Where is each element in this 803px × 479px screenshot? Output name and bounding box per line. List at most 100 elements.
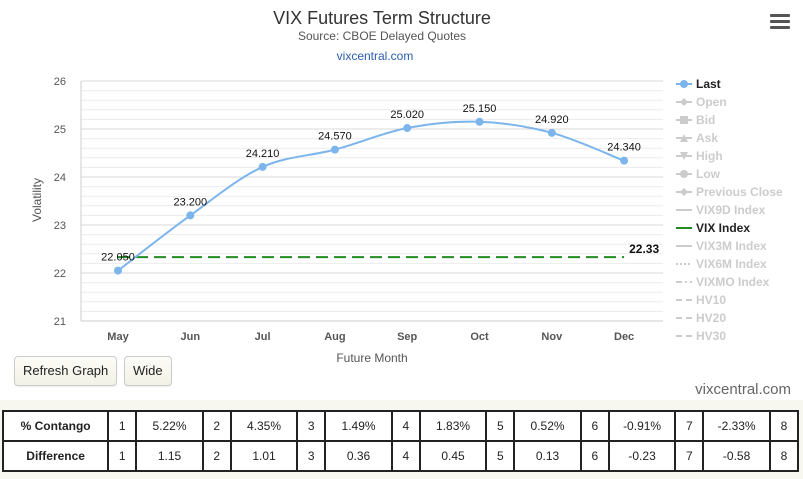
grid-lines	[81, 80, 663, 322]
refresh-graph-button[interactable]: Refresh Graph	[14, 356, 118, 386]
month-index-cell: 4	[390, 410, 421, 442]
legend-item[interactable]: VIX3M Index	[676, 239, 767, 253]
last-series-point[interactable]	[475, 117, 484, 126]
legend-label: VIXMO Index	[696, 275, 770, 289]
axes: 21 22 23 24 25 26 May Jun Jul Aug Sep Oct Nov Dec	[54, 76, 663, 343]
last-series-point[interactable]	[258, 162, 267, 171]
month-index-cell: 5	[485, 440, 516, 472]
watermark: vixcentral.com	[695, 381, 791, 398]
value-cell: -0.58	[702, 440, 771, 472]
month-index-cell: 1	[107, 410, 138, 442]
value-cell: 0.36	[324, 440, 393, 472]
row-label: % Contango	[1, 410, 110, 442]
last-series-point[interactable]	[330, 145, 339, 154]
legend-label: Ask	[696, 131, 718, 145]
data-label: 22.050	[101, 252, 135, 264]
x-axis-label: Future Month	[336, 351, 407, 365]
data-label: 24.920	[535, 114, 569, 126]
value-cell: -0.23	[607, 440, 677, 472]
legend-label: HV20	[696, 311, 726, 325]
last-series-point[interactable]	[114, 266, 122, 275]
chart-credit[interactable]: vixcentral.com	[337, 49, 414, 63]
month-index-cell: 5	[485, 410, 516, 442]
x-tick-label: Sep	[397, 331, 417, 343]
legend-label: VIX3M Index	[696, 239, 767, 253]
term-structure-chart: VIX Futures Term Structure Source: CBOE …	[30, 8, 783, 365]
legend-label: VIX6M Index	[696, 257, 767, 271]
legend-item[interactable]: Low	[676, 167, 721, 181]
legend-item[interactable]: Last	[676, 77, 721, 91]
value-cell: 1.15	[135, 440, 204, 472]
month-index-cell: 2	[201, 410, 232, 442]
legend-item[interactable]: HV30	[676, 329, 726, 343]
legend-item[interactable]: Ask	[676, 131, 718, 145]
last-series-point[interactable]	[403, 124, 412, 133]
y-tick-label: 26	[54, 76, 66, 88]
legend-item[interactable]: VIX Index	[676, 221, 750, 235]
legend-label: HV30	[696, 329, 726, 343]
y-tick-label: 24	[54, 172, 66, 184]
table-row: % Contango 1 5.22% 2 4.35% 3 1.49% 4 1.83% 5 0.52%…	[1, 410, 800, 442]
chart-area: VIX Futures Term Structure Source: CBOE …	[14, 8, 791, 398]
value-cell: -2.33%	[702, 410, 771, 442]
legend-marker	[680, 188, 688, 196]
month-index-cell: 3	[296, 440, 327, 472]
legend-marker	[680, 134, 688, 142]
value-cell: 0.13	[513, 440, 582, 472]
menu-icon[interactable]	[770, 14, 790, 30]
row-label: Difference	[1, 440, 110, 472]
y-tick-label: 22	[54, 268, 66, 280]
legend-marker	[680, 152, 688, 160]
legend-item[interactable]: HV20	[676, 311, 726, 325]
month-index-cell: 3	[296, 410, 327, 442]
menu-bar	[770, 14, 790, 17]
value-cell: 0.52%	[513, 410, 582, 442]
value-cell: 4.35%	[229, 410, 299, 442]
y-axis-label: Volatility	[30, 178, 44, 222]
x-tick-label: Jul	[255, 331, 271, 343]
data-label: 25.020	[390, 109, 424, 121]
legend-item[interactable]: Bid	[676, 113, 715, 127]
legend-marker	[680, 116, 688, 124]
value-cell: 0.45	[418, 440, 488, 472]
legend-label: HV10	[696, 293, 726, 307]
legend-item[interactable]: Previous Close	[676, 185, 783, 199]
legend-item[interactable]: High	[676, 149, 723, 163]
legend-label: VIX Index	[696, 221, 750, 235]
legend-label: VIX9D Index	[696, 203, 766, 217]
legend-label: High	[696, 149, 723, 163]
last-series-point[interactable]	[186, 211, 195, 220]
contango-table-section: % Contango 1 5.22% 2 4.35% 3 1.49% 4 1.83% 5 0.52%…	[0, 400, 803, 479]
chart-title: VIX Futures Term Structure	[273, 8, 491, 28]
month-index-cell: 7	[674, 440, 705, 472]
last-series-point[interactable]	[620, 156, 629, 165]
legend-label: Low	[696, 167, 721, 181]
wide-button[interactable]: Wide	[124, 356, 172, 386]
x-tick-label: Oct	[470, 331, 489, 343]
value-cell: -0.91%	[607, 410, 677, 442]
last-series-point[interactable]	[547, 128, 556, 137]
legend-marker	[680, 80, 688, 88]
legend-item[interactable]: Open	[676, 95, 727, 109]
month-index-cell: 1	[107, 440, 138, 472]
legend-marker	[680, 170, 688, 178]
month-index-cell: 8	[768, 410, 800, 442]
legend: Last Open Bid Ask High Low Previous Close VIX9D…	[676, 77, 783, 343]
legend-item[interactable]: VIX6M Index	[676, 257, 767, 271]
legend-item[interactable]: VIXMO Index	[676, 275, 770, 289]
data-label: 24.340	[607, 142, 641, 154]
data-label: 23.200	[173, 196, 207, 208]
legend-label: Open	[696, 95, 727, 109]
contango-table: % Contango 1 5.22% 2 4.35% 3 1.49% 4 1.83% 5 0.52%…	[1, 410, 800, 472]
value-cell: 1.49%	[324, 410, 393, 442]
y-tick-label: 25	[54, 124, 66, 136]
month-index-cell: 8	[768, 440, 800, 472]
legend-item[interactable]: HV10	[676, 293, 726, 307]
menu-bar	[770, 20, 790, 23]
legend-label: Bid	[696, 113, 715, 127]
legend-item[interactable]: VIX9D Index	[676, 203, 766, 217]
x-tick-label: Dec	[614, 331, 634, 343]
value-cell: 5.22%	[135, 410, 204, 442]
y-tick-label: 23	[54, 220, 66, 232]
legend-marker	[680, 98, 688, 106]
